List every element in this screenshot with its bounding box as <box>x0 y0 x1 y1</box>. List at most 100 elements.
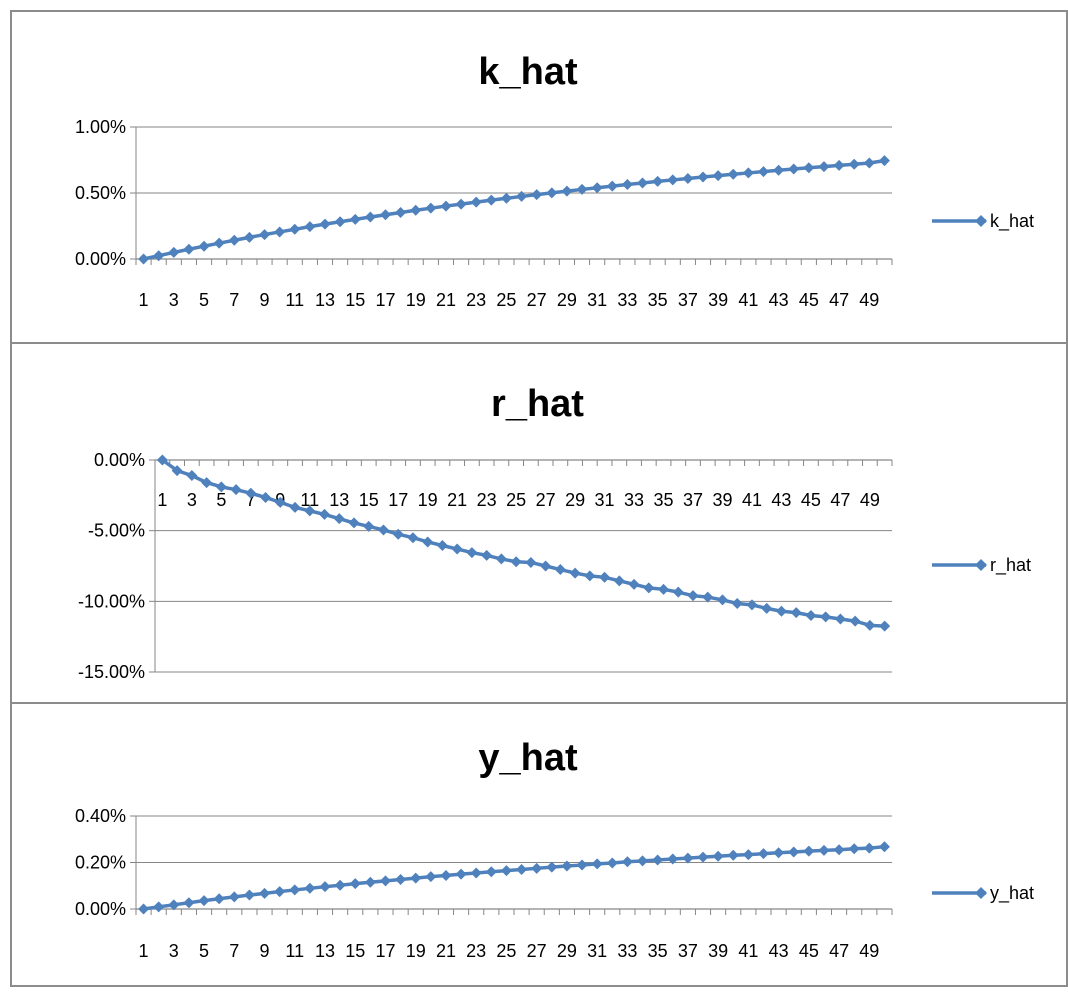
data-point <box>757 166 769 178</box>
data-point <box>716 594 728 606</box>
data-point <box>168 246 180 258</box>
data-point <box>652 854 664 866</box>
data-point <box>672 586 684 598</box>
x-tick-label: 7 <box>229 290 239 310</box>
x-tick-label: 49 <box>860 490 880 510</box>
data-point <box>138 253 150 265</box>
data-point <box>395 873 407 885</box>
data-point <box>485 194 497 206</box>
data-point <box>667 853 679 865</box>
x-tick-label: 39 <box>712 490 732 510</box>
x-tick-label: 13 <box>329 490 349 510</box>
data-point <box>198 895 210 907</box>
x-tick-label: 17 <box>388 490 408 510</box>
data-point <box>712 850 724 862</box>
x-tick-label: 3 <box>169 941 179 961</box>
x-tick-label: 35 <box>648 941 668 961</box>
data-point <box>319 218 331 230</box>
chart-title: r_hat <box>491 383 584 425</box>
x-tick-label: 7 <box>246 490 256 510</box>
y-tick-label: -15.00% <box>78 662 145 682</box>
x-tick-label: 33 <box>624 490 644 510</box>
x-tick-label: 21 <box>436 941 456 961</box>
data-point <box>731 597 743 609</box>
x-tick-label: 27 <box>527 941 547 961</box>
data-point <box>289 884 301 896</box>
data-point <box>643 582 655 594</box>
x-tick-label: 35 <box>654 490 674 510</box>
data-point <box>379 875 391 887</box>
data-point <box>667 174 679 186</box>
data-point <box>818 161 830 173</box>
x-tick-label: 19 <box>418 490 438 510</box>
x-tick-label: 3 <box>169 290 179 310</box>
data-point <box>820 611 832 623</box>
data-point <box>407 532 419 544</box>
data-point <box>863 842 875 854</box>
data-point <box>576 183 588 195</box>
data-point <box>183 243 195 255</box>
x-tick-label: 1 <box>139 290 149 310</box>
data-point <box>525 556 537 568</box>
data-point <box>848 158 860 170</box>
data-point <box>742 167 754 179</box>
x-tick-label: 27 <box>527 290 547 310</box>
y-tick-label: 0.00% <box>75 899 126 919</box>
x-tick-label: 15 <box>345 290 365 310</box>
x-tick-label: 25 <box>496 941 516 961</box>
legend-label: r_hat <box>990 555 1031 576</box>
x-tick-label: 23 <box>477 490 497 510</box>
data-point <box>349 213 361 225</box>
data-point <box>395 207 407 219</box>
x-tick-label: 29 <box>557 290 577 310</box>
data-point <box>186 470 198 482</box>
data-point <box>790 607 802 619</box>
chart-panel-r-hat: r_hat0.00%-5.00%-10.00%-15.00%1357911131… <box>10 342 1068 704</box>
data-point <box>803 845 815 857</box>
data-point <box>153 250 165 262</box>
data-point <box>228 891 240 903</box>
data-point <box>410 872 422 884</box>
data-point <box>495 553 507 565</box>
x-tick-label: 11 <box>285 941 304 961</box>
data-point <box>260 491 272 503</box>
y-tick-label: -10.00% <box>78 591 145 611</box>
x-tick-label: 9 <box>260 290 270 310</box>
x-tick-label: 35 <box>648 290 668 310</box>
x-tick-label: 45 <box>801 490 821 510</box>
legend-marker <box>975 887 987 899</box>
data-point <box>348 517 360 529</box>
x-tick-label: 47 <box>829 941 849 961</box>
x-tick-label: 47 <box>829 290 849 310</box>
x-tick-label: 43 <box>771 490 791 510</box>
series-line-k_hat <box>143 158 885 261</box>
data-point <box>455 198 467 210</box>
data-point <box>879 620 891 632</box>
data-point <box>440 200 452 212</box>
x-tick-label: 25 <box>506 490 526 510</box>
x-tick-label: 29 <box>565 490 585 510</box>
data-point <box>621 856 633 868</box>
data-point <box>613 575 625 587</box>
data-point <box>878 155 890 167</box>
data-point <box>658 583 670 595</box>
data-point <box>379 209 391 221</box>
data-point <box>516 863 528 875</box>
data-point <box>864 619 876 631</box>
x-tick-label: 13 <box>315 941 335 961</box>
data-point <box>849 615 861 627</box>
y-tick-label: 0.40% <box>75 806 126 826</box>
data-point <box>392 528 404 540</box>
x-tick-label: 41 <box>738 941 758 961</box>
data-point <box>848 843 860 855</box>
data-point <box>500 865 512 877</box>
data-point <box>531 189 543 201</box>
data-point <box>304 221 316 233</box>
y-tick-label: 0.20% <box>75 853 126 873</box>
data-point <box>333 513 345 525</box>
data-point <box>682 172 694 184</box>
x-tick-label: 37 <box>683 490 703 510</box>
series-line-y_hat <box>143 844 885 911</box>
data-point <box>687 590 699 602</box>
x-tick-label: 15 <box>345 941 365 961</box>
